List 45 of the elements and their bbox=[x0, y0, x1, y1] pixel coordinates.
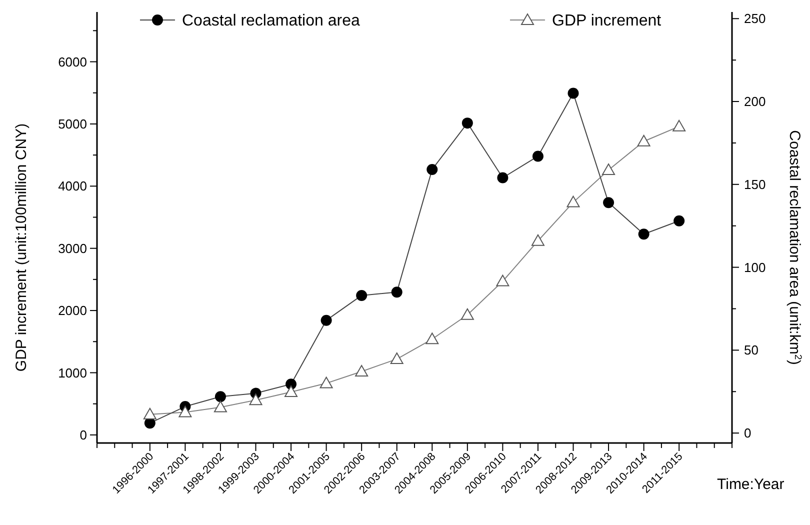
point bbox=[143, 408, 156, 420]
point bbox=[460, 308, 474, 320]
point bbox=[426, 164, 438, 175]
y-tick-label: 2000 bbox=[58, 303, 87, 318]
point bbox=[637, 134, 650, 146]
point bbox=[462, 118, 473, 129]
y2-tick-label: 150 bbox=[744, 176, 766, 192]
point bbox=[568, 88, 579, 99]
point bbox=[320, 376, 333, 388]
y2-tick-label: 100 bbox=[744, 260, 766, 275]
point bbox=[391, 286, 402, 298]
y2-tick-label: 250 bbox=[744, 11, 766, 26]
y-tick-label: 3000 bbox=[58, 240, 87, 256]
point bbox=[249, 394, 262, 406]
point bbox=[497, 172, 508, 184]
y-tick-label: 6000 bbox=[58, 54, 87, 70]
point bbox=[674, 215, 685, 226]
point bbox=[532, 150, 544, 162]
y2-tick-label: 50 bbox=[744, 342, 758, 358]
point bbox=[390, 352, 404, 364]
point bbox=[356, 290, 368, 301]
point bbox=[355, 364, 368, 376]
y-tick-label: 5000 bbox=[58, 116, 87, 132]
point bbox=[603, 197, 614, 208]
point bbox=[284, 386, 298, 397]
y-tick-label: 1000 bbox=[58, 365, 87, 380]
point bbox=[566, 196, 580, 208]
point bbox=[531, 234, 544, 246]
point bbox=[320, 314, 332, 326]
x-axis-title: Time:Year bbox=[717, 476, 784, 493]
point bbox=[214, 400, 227, 412]
point bbox=[672, 120, 686, 132]
y-axis-title: GDP increment (unit:100million CNY) bbox=[13, 123, 30, 372]
point bbox=[214, 391, 226, 402]
legend-label: Coastal reclamation area bbox=[182, 12, 360, 30]
point bbox=[602, 163, 616, 175]
point bbox=[426, 332, 439, 344]
y2-tick-label: 200 bbox=[744, 94, 766, 110]
point bbox=[178, 406, 192, 418]
y2-tick-label: 0 bbox=[744, 426, 752, 441]
point bbox=[496, 274, 510, 286]
y-tick-label: 0 bbox=[80, 427, 87, 442]
point bbox=[638, 228, 650, 240]
legend-label: GDP increment bbox=[552, 12, 662, 30]
y-tick-label: 4000 bbox=[58, 178, 87, 194]
